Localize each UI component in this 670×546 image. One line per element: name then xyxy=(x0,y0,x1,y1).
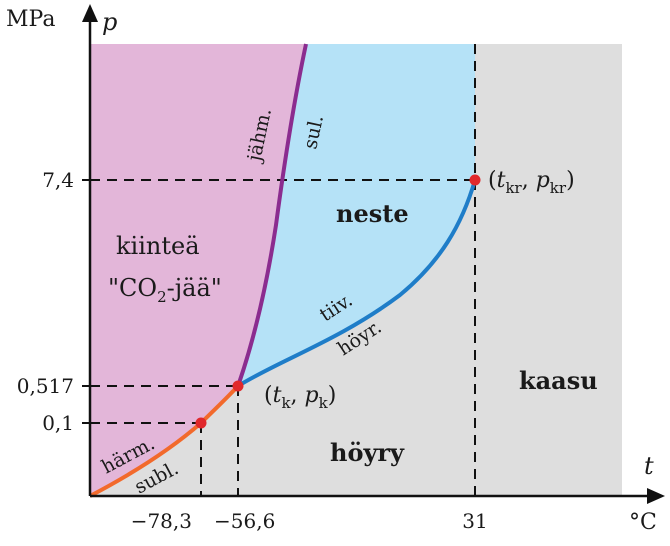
tick-marks xyxy=(82,179,90,424)
y-axis-variable: p xyxy=(102,8,117,36)
x-axis-arrow-icon xyxy=(647,488,665,504)
sublimation-curve xyxy=(89,384,240,498)
x-tick-label: 31 xyxy=(462,509,487,533)
critical-point-label: (tkr, pkr) xyxy=(488,168,575,197)
triple-point-label: (tk, pk) xyxy=(264,383,336,412)
vaporization-curve xyxy=(236,179,477,388)
x-tick-label: −56,6 xyxy=(214,509,275,533)
x-axis-unit: °C xyxy=(629,510,657,535)
y-axis-arrow-icon xyxy=(82,4,98,22)
y-axis-unit: MPa xyxy=(6,7,55,32)
y-tick-label: 0,1 xyxy=(42,411,74,435)
y-tick-label: 0,517 xyxy=(17,374,74,398)
gas-region-label: kaasu xyxy=(519,366,598,395)
critical-point-marker xyxy=(469,174,481,186)
melting-curve xyxy=(236,43,308,387)
triple-point-marker xyxy=(232,380,244,392)
y-tick-label: 7,4 xyxy=(42,168,74,192)
x-tick-label: −78,3 xyxy=(131,509,192,533)
x-axis-variable: t xyxy=(644,452,654,480)
vapour-region-label: höyry xyxy=(330,438,405,467)
axes xyxy=(88,14,655,498)
solid-region xyxy=(90,44,306,496)
sublimation-point-marker xyxy=(195,417,207,429)
liquid-region xyxy=(238,44,475,386)
liquid-region-label: neste xyxy=(336,199,409,228)
solid-region-label: kiinteä xyxy=(116,232,200,260)
solid-region-label-2: "CO2-jää" xyxy=(108,274,222,306)
